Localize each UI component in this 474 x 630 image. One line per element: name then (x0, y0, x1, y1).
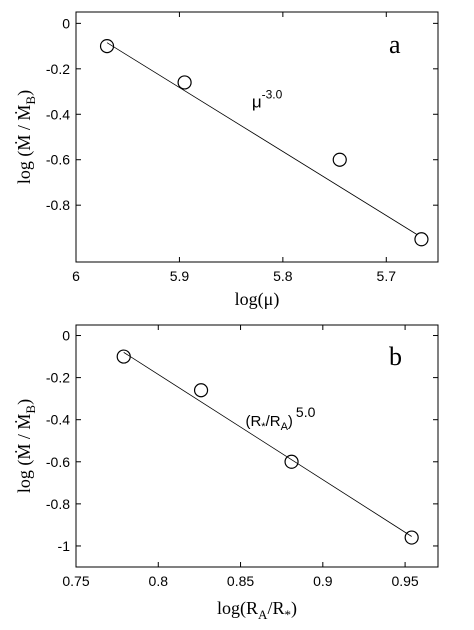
x-tick-label-b: 0.8 (149, 573, 169, 589)
panel-b: 0.75 0.8 0.85 0.9 0.950-0.2-0.4-0.6-0.8-1 b … (14, 324, 439, 622)
y-tick-label-a: -0.6 (46, 152, 70, 168)
data-point-a (414, 232, 429, 247)
annotation-base-a: μ (252, 92, 262, 111)
x-tick-label-b: 0.75 (62, 573, 89, 589)
panel-letter-b: b (389, 342, 402, 371)
panel-letter-a: a (389, 30, 401, 59)
y-tick-label-b: -0.4 (46, 412, 70, 428)
y-tick-label-a: 0 (62, 15, 70, 31)
x-axis-title-b: log(RA/R*) (217, 598, 297, 622)
data-point-b (404, 530, 419, 545)
x-tick-label-a: 5.8 (273, 268, 293, 284)
y-tick-label-b: -0.2 (46, 370, 70, 386)
x-tick-label-b: 0.9 (313, 573, 333, 589)
x-axis-title-mid-b: /R (267, 598, 284, 618)
data-point-a (177, 75, 192, 90)
data-points-a (99, 38, 429, 247)
fit-annotation-b: (R*/RA)5.0 (245, 404, 315, 433)
y-axis-title-sub-a: B (23, 96, 38, 105)
x-tick-label-a: 5.7 (377, 268, 397, 284)
fit-line-b (123, 352, 412, 537)
panel-a: 6 5.9 5.8 5.7 0 -0.2 -0.4 -0.6 -0.8 a μ-3.0 log(… (14, 11, 439, 310)
y-axis-title-main-a: log (Ṁ / Ṁ (14, 105, 35, 185)
x-tick-label-b: 0.95 (391, 573, 418, 589)
annotation-close-b: ) (288, 413, 293, 430)
x-axis-title-end-b: ) (291, 598, 297, 619)
fit-line-a (106, 42, 418, 236)
data-point-b (116, 349, 131, 364)
y-axis-title-a: log (Ṁ / ṀB) (14, 90, 38, 184)
plot-frame-a (75, 11, 439, 263)
plot-frame-b (75, 324, 439, 568)
x-tick-label-a: 5.9 (170, 268, 190, 284)
y-tick-label-b: -0.6 (46, 454, 70, 470)
data-point-b (284, 454, 299, 469)
data-points-b (116, 349, 419, 545)
axis-ticks-b: 0.75 0.8 0.85 0.9 0.95 0 -0.2 -0.4 -0.6 -0.8 -1 (46, 325, 438, 589)
axis-ticks-a: 6 5.9 5.8 5.7 0 -0.2 -0.4 -0.6 -0.8 (46, 12, 438, 284)
x-tick-label-b: 0.85 (227, 573, 254, 589)
y-tick-label-b: 0 (62, 328, 70, 344)
y-tick-label-a: -0.2 (46, 61, 70, 77)
x-tick-label-a: 6 (72, 268, 80, 284)
annotation-sub1-b: * (261, 421, 266, 433)
y-axis-title-b: log (Ṁ / ṀB) (14, 399, 38, 493)
y-axis-title-close-b: ) (14, 399, 35, 405)
y-tick-label-a: -0.8 (46, 197, 70, 213)
x-axis-title-a: log(μ) (235, 289, 280, 310)
annotation-open-b: (R (245, 413, 261, 430)
fit-annotation-a: μ-3.0 (252, 87, 283, 111)
x-axis-title-main-b: log(R (217, 598, 258, 619)
y-axis-title-sub-b: B (23, 405, 38, 414)
annotation-mid-b: /R (266, 413, 281, 430)
y-axis-title-main-b: log (Ṁ / Ṁ (14, 414, 35, 494)
y-tick-label-a: -0.4 (46, 106, 70, 122)
y-axis-title-close-a: ) (14, 90, 35, 96)
x-axis-title-sub1-b: A (258, 607, 268, 622)
x-axis-title-sub2-b: * (284, 607, 291, 622)
y-tick-label-b: -0.8 (46, 496, 70, 512)
y-tick-label-b: -1 (58, 538, 71, 554)
annotation-exp-b: 5.0 (296, 404, 316, 420)
annotation-sub2-b: A (281, 421, 289, 433)
data-point-a (332, 152, 347, 167)
annotation-exp-a: -3.0 (262, 87, 283, 101)
data-point-b (193, 383, 209, 398)
data-point-a (99, 38, 115, 54)
